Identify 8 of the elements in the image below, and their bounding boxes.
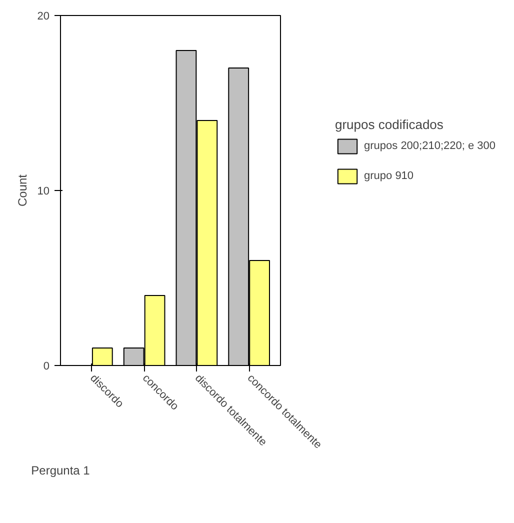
y-tick-label: 0 bbox=[43, 360, 50, 372]
x-axis-title: Pergunta 1 bbox=[31, 463, 90, 478]
y-axis-title: Count bbox=[15, 174, 30, 207]
legend-label: grupo 910 bbox=[364, 170, 414, 182]
y-tick-label: 10 bbox=[37, 186, 50, 198]
legend-title: grupos codificados bbox=[335, 117, 444, 132]
y-tick-label: 20 bbox=[37, 10, 50, 22]
legend-label: grupos 200;210;220; e 300 bbox=[364, 140, 496, 152]
